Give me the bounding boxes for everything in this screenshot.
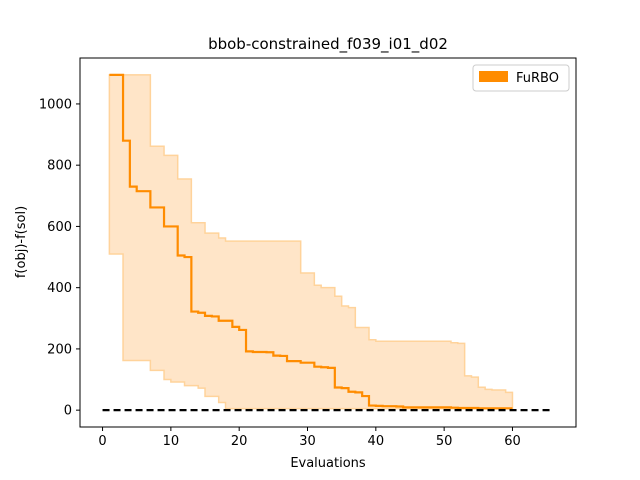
x-tick-label: 50 (436, 434, 453, 449)
x-tick-label: 20 (231, 434, 248, 449)
y-tick-label: 200 (47, 342, 72, 357)
x-tick-label: 30 (299, 434, 316, 449)
series-line-furbo (109, 73, 513, 410)
y-axis-label: f(obj)-f(sol) (14, 206, 29, 278)
legend-swatch-furbo (479, 71, 508, 82)
y-tick-label: 400 (47, 281, 72, 296)
x-tick-label: 60 (504, 434, 521, 449)
confidence-band-furbo (108, 74, 514, 410)
plot-area (102, 73, 554, 412)
x-tick-label: 40 (368, 434, 385, 449)
y-tick-label: 800 (47, 159, 72, 174)
legend: FuRBO (472, 64, 570, 92)
axes-frame (79, 57, 577, 428)
x-tick-label: 0 (98, 434, 106, 449)
y-tick-label: 600 (47, 220, 72, 235)
y-tick-label: 1000 (39, 97, 72, 112)
y-tick-label: 0 (64, 404, 72, 419)
x-tick-label: 10 (163, 434, 180, 449)
chart-title: bbob-constrained_f039_i01_d02 (208, 35, 448, 54)
x-axis-label: Evaluations (290, 456, 366, 471)
legend-label-furbo: FuRBO (516, 71, 559, 86)
